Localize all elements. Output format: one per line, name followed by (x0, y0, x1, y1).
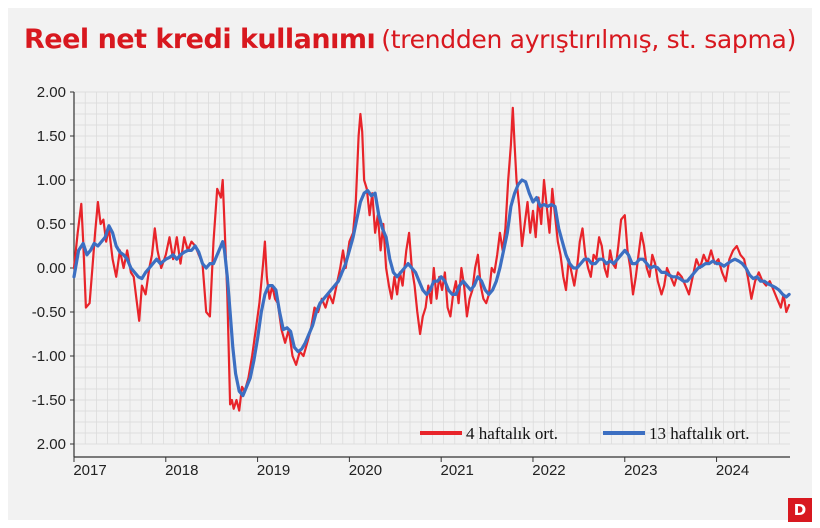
series-line-4w (72, 106, 791, 412)
x-tick-label: 2017 (73, 462, 106, 479)
x-tick-labels: 2017 2018 2019 2020 2021 2022 2023 2024 (73, 457, 749, 479)
publisher-logo: D (788, 498, 812, 522)
y-tick-label: 0.00 (37, 260, 66, 277)
y-tick-label: 2.00 (37, 84, 66, 101)
y-tick-label: -1.00 (32, 348, 66, 365)
y-tick-label: 2.00 (37, 436, 66, 453)
x-tick-label: 2018 (165, 462, 198, 479)
y-tick-label: 1.00 (37, 172, 66, 189)
x-tick-label: 2020 (349, 462, 382, 479)
y-tick-label: -0.50 (32, 304, 66, 321)
x-tick-label: 2023 (624, 462, 657, 479)
series-line-13w (72, 178, 791, 398)
x-tick-label: 2024 (716, 462, 749, 479)
legend-label-13w: 13 haftalık ort. (649, 424, 750, 443)
y-tick-labels: 2.00 1.50 1.00 0.50 0.00 -0.50 -1.00 -1.50 2.00 (32, 84, 74, 453)
x-tick-label: 2021 (440, 462, 473, 479)
x-tick-label: 2019 (257, 462, 290, 479)
series-lines (72, 106, 791, 412)
y-tick-label: -1.50 (32, 392, 66, 409)
legend: 4 haftalık ort. 13 haftalık ort. (420, 424, 750, 443)
chart-title-subtitle: (trendden ayrıştırılmış, st. sapma) (381, 25, 797, 54)
x-tick-label: 2022 (532, 462, 565, 479)
publisher-logo-letter: D (793, 501, 807, 519)
legend-label-4w: 4 haftalık ort. (466, 424, 558, 443)
y-tick-label: 1.50 (37, 128, 66, 145)
y-tick-label: 0.50 (37, 216, 66, 233)
chart-title: Reel net kredi kullanımı (trendden ayrışt… (24, 24, 796, 55)
chart-title-main: Reel net kredi kullanımı (24, 24, 376, 55)
